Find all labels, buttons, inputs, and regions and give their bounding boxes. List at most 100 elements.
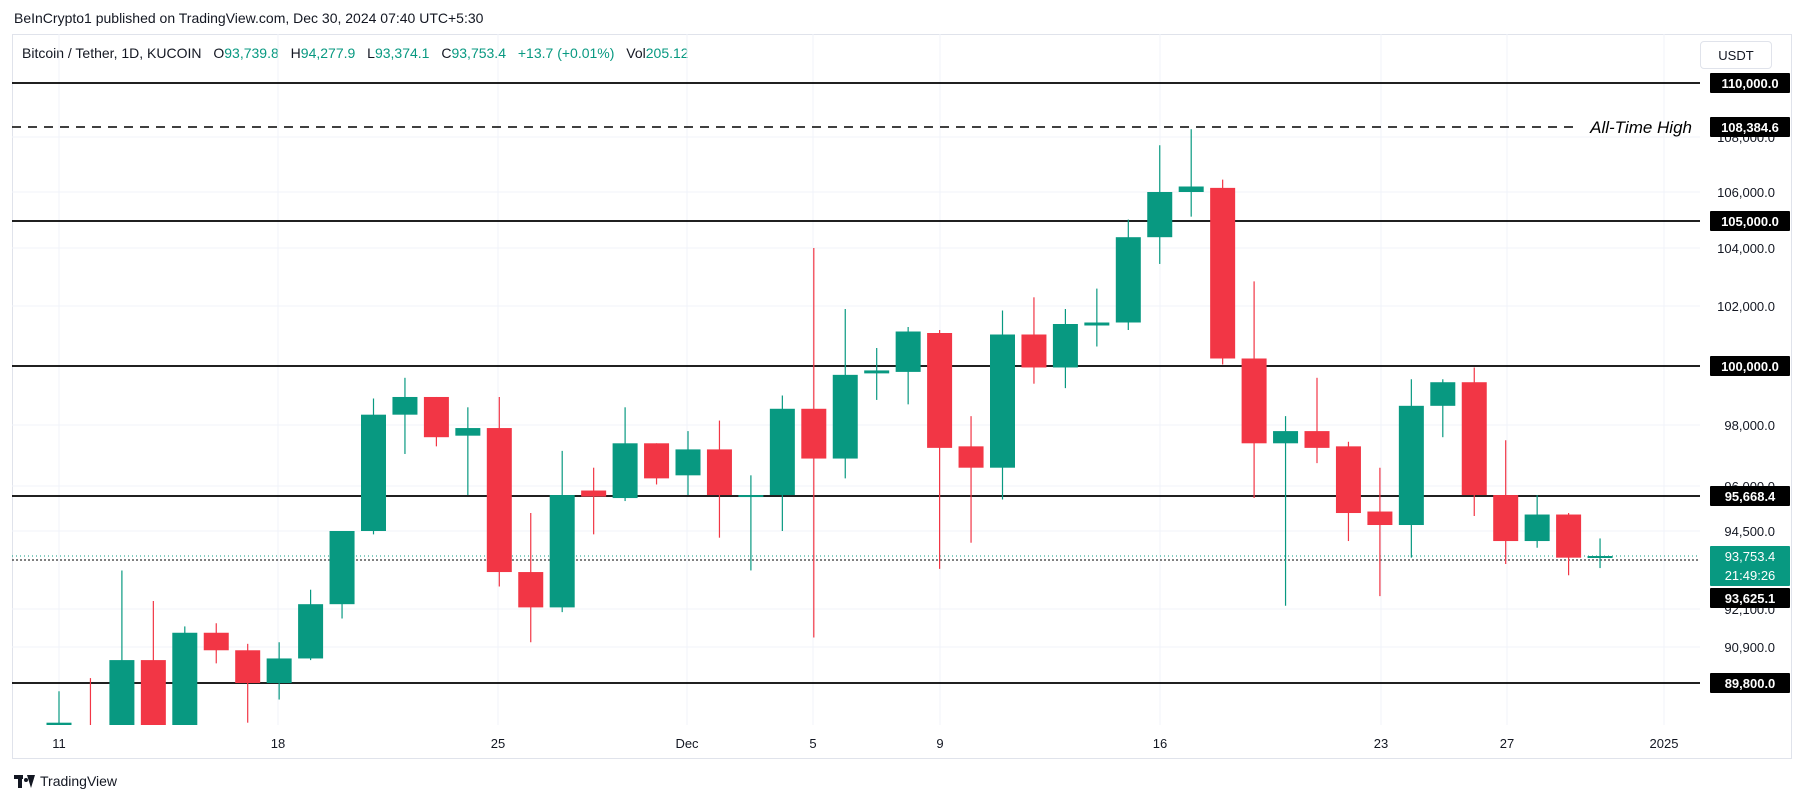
candle-down[interactable] (1493, 440, 1519, 565)
y-tick-label: 106,000.0 (1717, 185, 1775, 200)
candle-up[interactable] (895, 327, 921, 405)
candle-body (644, 443, 670, 479)
candle-body (392, 396, 418, 415)
level-price-badge (1710, 211, 1790, 231)
grid (12, 34, 1700, 725)
candle-down[interactable] (1210, 179, 1236, 365)
candle-body (235, 650, 261, 683)
candle-down[interactable] (581, 467, 607, 535)
low-label: L (367, 45, 375, 61)
candle-up[interactable] (455, 407, 481, 496)
volume-value: 205.12 (645, 45, 689, 61)
change-value: +13.7 (+0.01%) (517, 45, 615, 61)
candle-up[interactable] (675, 431, 701, 496)
tradingview-logo-icon (14, 774, 36, 788)
candle-down[interactable] (1021, 297, 1047, 384)
candle-up[interactable] (1178, 129, 1204, 217)
level-annotation: All-Time High (1589, 118, 1692, 137)
level-price-label: 108,384.6 (1721, 120, 1779, 135)
candle-down[interactable] (1335, 441, 1361, 542)
x-tick-label: 11 (52, 736, 66, 751)
tradingview-brand[interactable]: TradingView (14, 773, 117, 789)
candle-up[interactable] (298, 589, 324, 661)
volume-label: Vol (626, 45, 646, 61)
candle-up[interactable] (1430, 379, 1456, 438)
candle-down[interactable] (486, 396, 512, 587)
x-tick-label: 5 (809, 736, 816, 751)
candle-down[interactable] (423, 396, 449, 447)
open-label: O (213, 45, 225, 61)
symbol-label[interactable]: Bitcoin / Tether, 1D, KUCOIN (22, 45, 202, 61)
candle-up[interactable] (1398, 379, 1424, 558)
candle-down[interactable] (78, 678, 103, 729)
candle-up[interactable] (1084, 288, 1110, 347)
candle-down[interactable] (518, 513, 544, 643)
candle-down[interactable] (1241, 281, 1267, 499)
candle-body (1367, 511, 1393, 526)
close-label: C (441, 45, 452, 61)
candle-body (1398, 405, 1424, 526)
support-price-label: 93,625.1 (1725, 591, 1776, 606)
level-price-label: 95,668.4 (1725, 489, 1776, 504)
candle-up[interactable] (832, 309, 858, 479)
candle-down[interactable] (706, 420, 732, 538)
candle-down[interactable] (644, 443, 670, 485)
candle-up[interactable] (172, 626, 198, 729)
candle-body (832, 374, 858, 459)
level-price-badge (1710, 486, 1790, 506)
candle-body (1021, 334, 1047, 368)
candle-up[interactable] (1115, 219, 1141, 330)
candle-down[interactable] (1367, 467, 1393, 597)
candle-down[interactable] (235, 643, 261, 723)
candle-body (172, 632, 198, 725)
candle-body (927, 333, 953, 448)
candle-body (958, 446, 984, 468)
candle-up[interactable] (1273, 416, 1299, 606)
high-label: H (290, 45, 301, 61)
candle-up[interactable] (1587, 538, 1613, 569)
publisher-line: BeInCrypto1 published on TradingView.com… (14, 10, 484, 26)
candle-down[interactable] (140, 600, 166, 729)
candle-up[interactable] (1052, 309, 1078, 389)
candle-down[interactable] (927, 330, 953, 569)
candle-body (1052, 324, 1078, 368)
candle-up[interactable] (549, 450, 575, 613)
candle-body (1178, 186, 1204, 192)
candle-up[interactable] (266, 642, 292, 700)
y-tick-label: 102,000.0 (1717, 299, 1775, 314)
candle-down[interactable] (801, 248, 827, 638)
candle-body (1210, 187, 1236, 359)
candle-down[interactable] (1461, 367, 1487, 517)
low-value: 93,374.1 (374, 45, 430, 61)
candle-up[interactable] (109, 570, 135, 726)
currency-button[interactable]: USDT (1700, 41, 1772, 69)
candle-body (1304, 431, 1330, 448)
candle-up[interactable] (738, 475, 764, 571)
candle-up[interactable] (361, 398, 386, 535)
candle-down[interactable] (1556, 513, 1582, 576)
candle-up[interactable] (864, 348, 890, 400)
candle-body (1493, 495, 1519, 542)
candle-down[interactable] (1304, 377, 1330, 464)
level-price-label: 110,000.0 (1721, 76, 1778, 91)
candle-down[interactable] (958, 416, 984, 543)
x-tick-label: 18 (271, 736, 285, 751)
level-price-label: 100,000.0 (1721, 359, 1779, 374)
close-value: 93,753.4 (451, 45, 506, 61)
candle-up[interactable] (769, 395, 795, 532)
chart-frame (12, 34, 1792, 759)
candle-body (1273, 431, 1299, 444)
candle-up[interactable] (46, 691, 72, 729)
candle-up[interactable] (1147, 145, 1173, 264)
candle-body (801, 408, 827, 459)
candle-up[interactable] (612, 407, 638, 502)
candle-body (266, 658, 292, 683)
candle-body (329, 531, 355, 605)
candle-down[interactable] (203, 623, 229, 664)
level-price-label: 105,000.0 (1721, 214, 1779, 229)
candle-up[interactable] (392, 377, 418, 454)
candle-up[interactable] (990, 310, 1015, 500)
candle-up[interactable] (1524, 495, 1550, 548)
candle-up[interactable] (329, 531, 355, 619)
